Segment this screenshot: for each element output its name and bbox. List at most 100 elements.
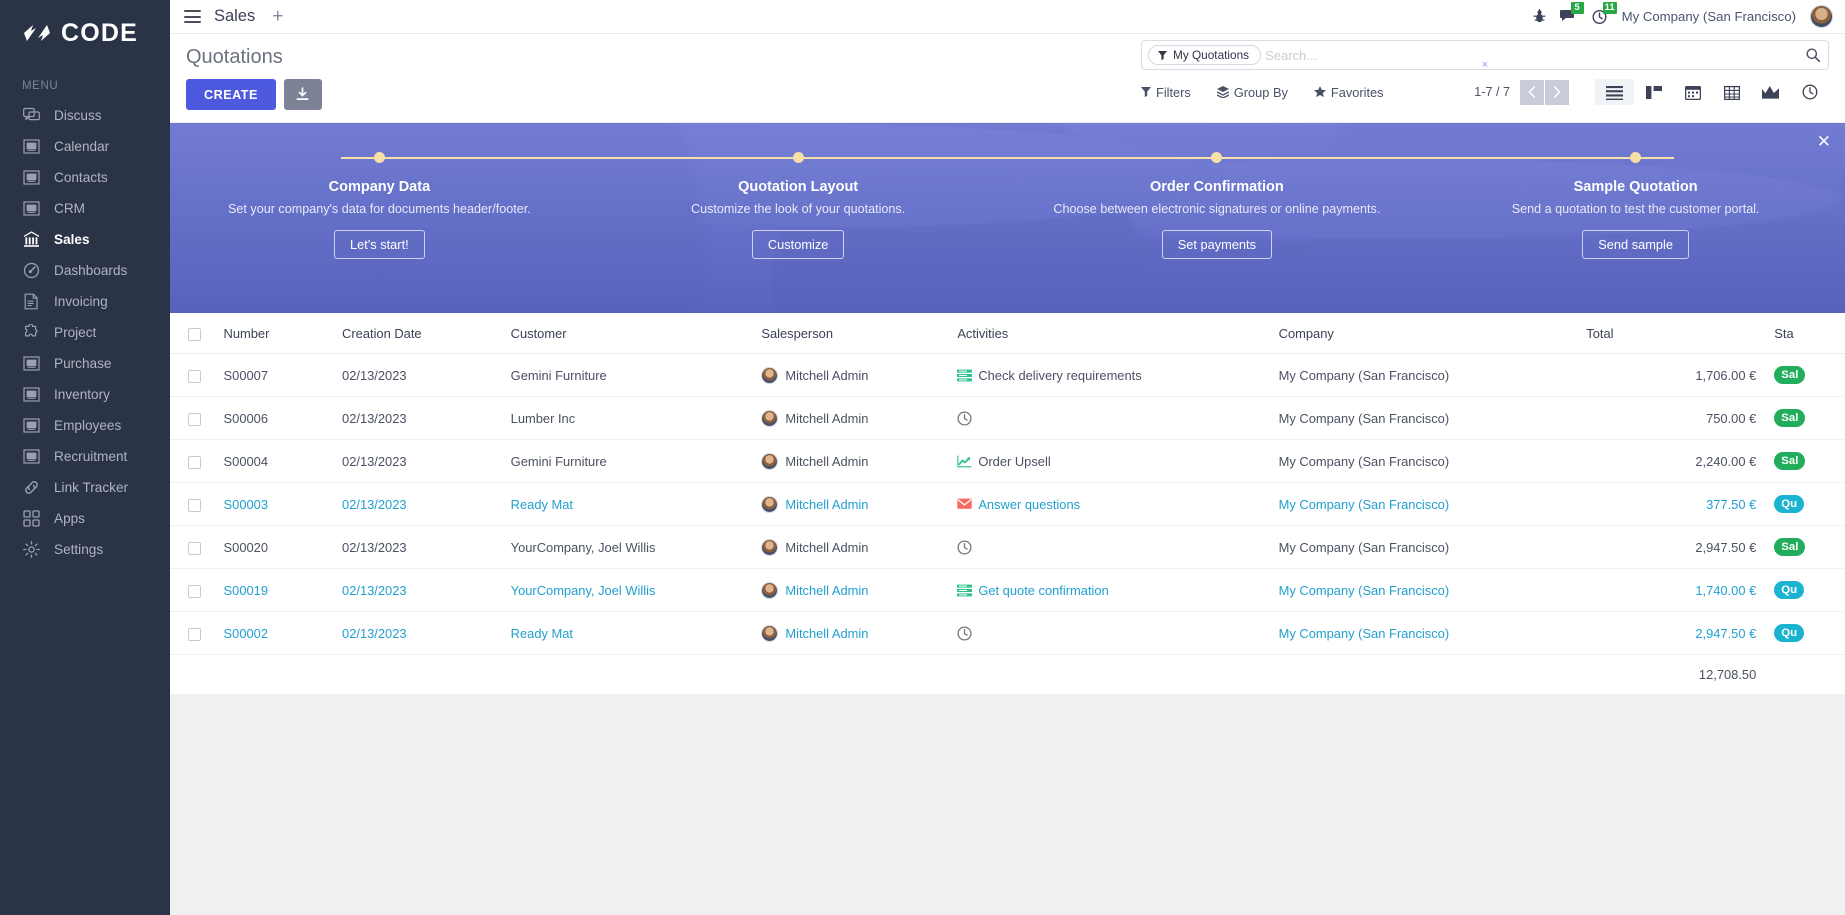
calendar-view-icon[interactable] [1673, 79, 1712, 105]
cell-activities[interactable]: Get quote confirmation [957, 568, 1279, 613]
list-view-icon[interactable] [1595, 79, 1634, 105]
activity-view-icon[interactable] [1790, 79, 1829, 105]
step-action-button[interactable]: Let's start! [334, 229, 425, 259]
lines-green-icon[interactable] [957, 584, 973, 597]
activities-clock-icon[interactable]: 11 [1592, 1, 1617, 25]
bug-icon[interactable] [1533, 9, 1546, 24]
row-checkbox[interactable] [188, 584, 201, 598]
row-checkbox[interactable] [188, 369, 201, 383]
table-row[interactable]: S00007 02/13/2023 Gemini Furniture Mitchell… [170, 353, 1845, 398]
row-checkbox[interactable] [188, 498, 201, 512]
search-facet-label: My Quotations [1173, 48, 1250, 62]
user-avatar[interactable] [1810, 5, 1833, 28]
add-tab-button[interactable]: + [272, 6, 284, 27]
avatar [761, 495, 779, 513]
table-row[interactable]: S00019 02/13/2023 YourCompany, Joel Willis… [170, 568, 1845, 613]
pager-next-button[interactable] [1545, 79, 1569, 105]
row-checkbox[interactable] [188, 627, 201, 641]
column-header-creation-date[interactable]: Creation Date [342, 313, 511, 355]
row-checkbox[interactable] [188, 412, 201, 426]
step-dot-icon [792, 152, 804, 163]
search-facet-remove[interactable]: × [1481, 59, 1489, 71]
sidebar-item-purchase[interactable]: Purchase [0, 348, 170, 379]
column-header-salesperson[interactable]: Salesperson [761, 313, 958, 355]
row-checkbox[interactable] [188, 541, 201, 555]
graph-view-icon[interactable] [1751, 79, 1790, 105]
lines-green-icon[interactable] [957, 369, 973, 382]
select-all-checkbox[interactable] [188, 328, 201, 342]
cell-number: S00002 [223, 611, 343, 656]
onboarding-step-1: Company Data Set your company's data for … [170, 152, 589, 313]
table-row[interactable]: S00004 02/13/2023 Gemini Furniture Mitchell… [170, 439, 1845, 484]
table-row[interactable]: S00002 02/13/2023 Ready Mat Mitchell Admin M… [170, 611, 1845, 656]
sidebar-item-invoicing[interactable]: Invoicing [0, 286, 170, 317]
cell-status: Qu [1774, 611, 1845, 656]
sidebar-item-calendar[interactable]: Calendar [0, 131, 170, 162]
onboarding-step-2: Quotation Layout Customize the look of yo… [589, 152, 1008, 313]
step-title: Company Data [328, 179, 431, 195]
table-row[interactable]: S00003 02/13/2023 Ready Mat Mitchell Admin A… [170, 482, 1845, 527]
sidebar-item-apps[interactable]: Apps [0, 503, 170, 534]
filters-dropdown[interactable]: Filters [1141, 85, 1191, 100]
sidebar-item-discuss[interactable]: Discuss [0, 100, 170, 131]
cell-activities[interactable] [957, 525, 1279, 570]
column-header-number[interactable]: Number [223, 313, 343, 355]
clock-gray-icon[interactable] [957, 411, 972, 426]
cell-activities[interactable] [957, 611, 1279, 656]
groupby-dropdown[interactable]: Group By [1216, 85, 1288, 100]
messages-icon[interactable]: 5 [1559, 2, 1584, 24]
clock-gray-icon[interactable] [957, 626, 972, 641]
favorites-dropdown[interactable]: Favorites [1313, 85, 1384, 100]
column-header-status[interactable]: Sta [1774, 313, 1845, 355]
sidebar-item-link-tracker[interactable]: Link Tracker [0, 472, 170, 503]
apps-menu-toggle[interactable] [184, 10, 201, 23]
search-facet-my-quotations[interactable]: My Quotations [1148, 45, 1262, 65]
sidebar-item-settings[interactable]: Settings [0, 534, 170, 565]
pager-previous-button[interactable] [1520, 79, 1544, 105]
salesperson-name: Mitchell Admin [785, 367, 869, 383]
activity-label: Check delivery requirements [978, 367, 1142, 383]
step-action-button[interactable]: Customize [751, 229, 845, 259]
close-icon[interactable]: ✕ [1816, 132, 1831, 151]
kanban-view-icon[interactable] [1634, 79, 1673, 105]
sidebar-item-sales[interactable]: Sales [0, 224, 170, 255]
pager-range[interactable]: 1-7 / 7 [1474, 85, 1510, 99]
table-row[interactable]: S00006 02/13/2023 Lumber Inc Mitchell Admin… [170, 396, 1845, 441]
sidebar-item-inventory[interactable]: Inventory [0, 379, 170, 410]
cell-creation-date: 02/13/2023 [342, 568, 511, 613]
sidebar-item-dashboards[interactable]: Dashboards [0, 255, 170, 286]
cell-number: S00007 [223, 353, 343, 398]
cell-activities[interactable] [957, 396, 1279, 441]
current-app-name[interactable]: Sales [214, 7, 256, 25]
avatar [761, 538, 779, 556]
column-header-activities[interactable]: Activities [957, 313, 1279, 355]
cell-activities[interactable]: Answer questions [957, 482, 1279, 527]
cell-activities[interactable]: Check delivery requirements [957, 353, 1279, 398]
pivot-view-icon[interactable] [1712, 79, 1751, 105]
sidebar-item-contacts[interactable]: Contacts [0, 162, 170, 193]
chart-green-icon[interactable] [957, 455, 972, 468]
search-icon[interactable] [1806, 48, 1820, 62]
cell-activities[interactable]: Order Upsell [957, 439, 1279, 484]
column-header-company[interactable]: Company [1278, 313, 1587, 355]
brand-logo[interactable]: CODE [0, 0, 170, 66]
company-switcher[interactable]: My Company (San Francisco) [1621, 9, 1796, 24]
step-action-button[interactable]: Set payments [1161, 229, 1272, 259]
sidebar-item-project[interactable]: Project [0, 317, 170, 348]
column-header-total[interactable]: Total [1586, 313, 1775, 355]
column-header-customer[interactable]: Customer [510, 313, 762, 355]
sidebar-item-employees[interactable]: Employees [0, 410, 170, 441]
sidebar-item-label: Discuss [54, 108, 102, 123]
search-bar[interactable]: My Quotations × [1141, 40, 1829, 71]
clock-gray-icon[interactable] [957, 540, 972, 555]
import-download-icon[interactable] [283, 79, 322, 110]
table-row[interactable]: S00020 02/13/2023 YourCompany, Joel Willis… [170, 525, 1845, 570]
cell-customer: Gemini Furniture [510, 353, 762, 398]
sidebar-item-recruitment[interactable]: Recruitment [0, 441, 170, 472]
sidebar-item-crm[interactable]: CRM [0, 193, 170, 224]
step-action-button[interactable]: Send sample [1582, 229, 1689, 259]
create-button[interactable]: CREATE [186, 79, 276, 110]
search-input[interactable] [1261, 47, 1806, 63]
envelope-red-icon[interactable] [957, 498, 973, 510]
row-checkbox[interactable] [188, 455, 201, 469]
